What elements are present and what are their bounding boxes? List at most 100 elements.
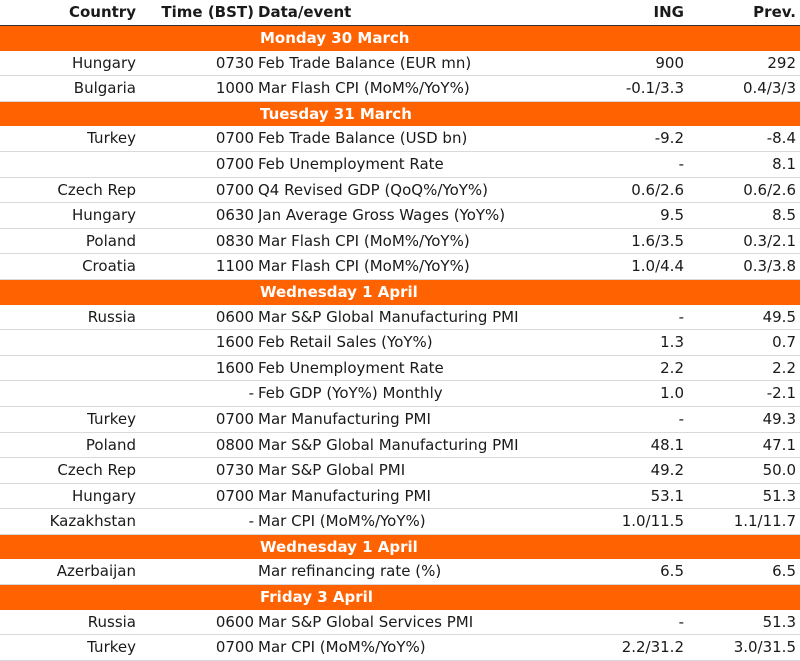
ing-forecast-cell: - bbox=[584, 406, 690, 433]
day-header-cell: Wednesday 1 April bbox=[0, 279, 800, 305]
country-cell: Poland bbox=[0, 432, 138, 459]
time-cell: - bbox=[138, 380, 258, 407]
previous-value-cell: 292 bbox=[690, 50, 800, 77]
previous-value-cell: 3.0/31.5 bbox=[690, 634, 800, 661]
ing-forecast-cell: - bbox=[584, 151, 690, 178]
table-row: 1600 Feb Retail Sales (YoY%) 1.3 0.7 bbox=[0, 329, 800, 356]
ing-forecast-cell: 9.5 bbox=[584, 202, 690, 229]
previous-value-cell: 49.5 bbox=[690, 304, 800, 331]
country-cell: Czech Rep bbox=[0, 177, 138, 204]
event-cell: Mar CPI (MoM%/YoY%) bbox=[258, 634, 584, 661]
previous-value-cell: -8.4 bbox=[690, 126, 800, 152]
table-row: Hungary 0730 Feb Trade Balance (EUR mn) 900… bbox=[0, 50, 800, 77]
header-country: Country bbox=[0, 0, 138, 26]
country-cell: Kazakhstan bbox=[0, 508, 138, 535]
table-row: Kazakhstan - Mar CPI (MoM%/YoY%) 1.0/11.5 1.… bbox=[0, 508, 800, 535]
event-cell: Mar S&P Global PMI bbox=[258, 457, 584, 484]
previous-value-cell: 8.5 bbox=[690, 202, 800, 229]
day-header-cell: Friday 3 April bbox=[0, 584, 800, 610]
previous-value-cell: 0.7 bbox=[690, 329, 800, 356]
table-row: Croatia 1100 Mar Flash CPI (MoM%/YoY%) 1.0/… bbox=[0, 253, 800, 280]
ing-forecast-cell: 2.2 bbox=[584, 355, 690, 382]
country-cell bbox=[0, 151, 138, 178]
previous-value-cell: 2.2 bbox=[690, 355, 800, 382]
country-cell: Azerbaijan bbox=[0, 559, 138, 586]
table-row: Poland 0800 Mar S&P Global Manufacturing P… bbox=[0, 432, 800, 459]
time-cell: 1100 bbox=[138, 253, 258, 280]
time-cell: - bbox=[138, 508, 258, 535]
event-cell: Mar Flash CPI (MoM%/YoY%) bbox=[258, 228, 584, 255]
day-label: Wednesday 1 April bbox=[260, 537, 418, 556]
time-cell: 1000 bbox=[138, 75, 258, 102]
time-cell: 0600 bbox=[138, 609, 258, 636]
table-body: Monday 30 March Hungary 0730 Feb Trade Bala… bbox=[0, 25, 800, 661]
event-cell: Feb Trade Balance (EUR mn) bbox=[258, 50, 584, 77]
ing-forecast-cell: 0.6/2.6 bbox=[584, 177, 690, 204]
table-row: Turkey 0700 Mar Manufacturing PMI -49.3 bbox=[0, 406, 800, 433]
previous-value-cell: 8.1 bbox=[690, 151, 800, 178]
event-cell: Mar S&P Global Services PMI bbox=[258, 609, 584, 636]
time-cell: 1600 bbox=[138, 355, 258, 382]
ing-forecast-cell: 48.1 bbox=[584, 432, 690, 459]
ing-forecast-cell: 1.0 bbox=[584, 380, 690, 407]
day-header-row: Monday 30 March bbox=[0, 25, 800, 51]
ing-forecast-cell: 53.1 bbox=[584, 483, 690, 510]
ing-forecast-cell: - bbox=[584, 304, 690, 331]
country-cell: Russia bbox=[0, 304, 138, 331]
day-label: Wednesday 1 April bbox=[260, 282, 418, 301]
country-cell: Czech Rep bbox=[0, 457, 138, 484]
table-row: Turkey 0700 Feb Trade Balance (USD bn) -9.2… bbox=[0, 126, 800, 152]
time-cell: 0700 bbox=[138, 126, 258, 152]
country-cell: Bulgaria bbox=[0, 75, 138, 102]
header-ing: ING bbox=[584, 0, 690, 26]
table-row: Russia 0600 Mar S&P Global Manufacturing P… bbox=[0, 304, 800, 331]
header-event: Data/event bbox=[258, 0, 584, 26]
time-cell: 0700 bbox=[138, 151, 258, 178]
table-row: - Feb GDP (YoY%) Monthly 1.0 -2.1 bbox=[0, 380, 800, 407]
time-cell: 0830 bbox=[138, 228, 258, 255]
country-cell: Turkey bbox=[0, 406, 138, 433]
day-label: Tuesday 31 March bbox=[260, 104, 412, 123]
table-row: Hungary 0700 Mar Manufacturing PMI 53.1 51.3 bbox=[0, 483, 800, 510]
event-cell: Feb Retail Sales (YoY%) bbox=[258, 329, 584, 356]
event-cell: Mar Manufacturing PMI bbox=[258, 406, 584, 433]
ing-forecast-cell: 49.2 bbox=[584, 457, 690, 484]
table-row: 0700 Feb Unemployment Rate -8.1 bbox=[0, 151, 800, 178]
previous-value-cell: 1.1/11.7 bbox=[690, 508, 800, 535]
country-cell: Russia bbox=[0, 609, 138, 636]
event-cell: Mar CPI (MoM%/YoY%) bbox=[258, 508, 584, 535]
country-cell: Turkey bbox=[0, 126, 138, 152]
country-cell: Hungary bbox=[0, 202, 138, 229]
country-cell: Hungary bbox=[0, 483, 138, 510]
day-label: Monday 30 March bbox=[260, 29, 410, 47]
event-cell: Feb Unemployment Rate bbox=[258, 151, 584, 178]
table-row: Turkey 0700 Mar CPI (MoM%/YoY%) 2.2/31.2 3.0… bbox=[0, 634, 800, 661]
previous-value-cell: 47.1 bbox=[690, 432, 800, 459]
table-row: Azerbaijan Mar refinancing rate (%) 6.5 6.5 bbox=[0, 559, 800, 586]
time-cell: 0730 bbox=[138, 457, 258, 484]
day-header-row: Friday 3 April bbox=[0, 584, 800, 610]
day-header-cell: Tuesday 31 March bbox=[0, 101, 800, 127]
table-row: 1600 Feb Unemployment Rate 2.2 2.2 bbox=[0, 355, 800, 382]
country-cell bbox=[0, 355, 138, 382]
day-header-cell: Monday 30 March bbox=[0, 25, 800, 51]
ing-forecast-cell: 1.6/3.5 bbox=[584, 228, 690, 255]
country-cell bbox=[0, 329, 138, 356]
ing-forecast-cell: 1.0/11.5 bbox=[584, 508, 690, 535]
ing-forecast-cell: - bbox=[584, 609, 690, 636]
time-cell: 0630 bbox=[138, 202, 258, 229]
day-header-row: Wednesday 1 April bbox=[0, 279, 800, 305]
day-header-row: Tuesday 31 March bbox=[0, 101, 800, 127]
table-row: Russia 0600 Mar S&P Global Services PMI -51… bbox=[0, 609, 800, 636]
ing-forecast-cell: 900 bbox=[584, 50, 690, 77]
time-cell: 0800 bbox=[138, 432, 258, 459]
header-prev: Prev. bbox=[690, 0, 800, 26]
day-header-row: Wednesday 1 April bbox=[0, 534, 800, 560]
table-row: Hungary 0630 Jan Average Gross Wages (YoY%… bbox=[0, 202, 800, 229]
ing-forecast-cell: -0.1/3.3 bbox=[584, 75, 690, 102]
time-cell bbox=[138, 559, 258, 586]
event-cell: Mar S&P Global Manufacturing PMI bbox=[258, 304, 584, 331]
event-cell: Q4 Revised GDP (QoQ%/YoY%) bbox=[258, 177, 584, 204]
previous-value-cell: 50.0 bbox=[690, 457, 800, 484]
